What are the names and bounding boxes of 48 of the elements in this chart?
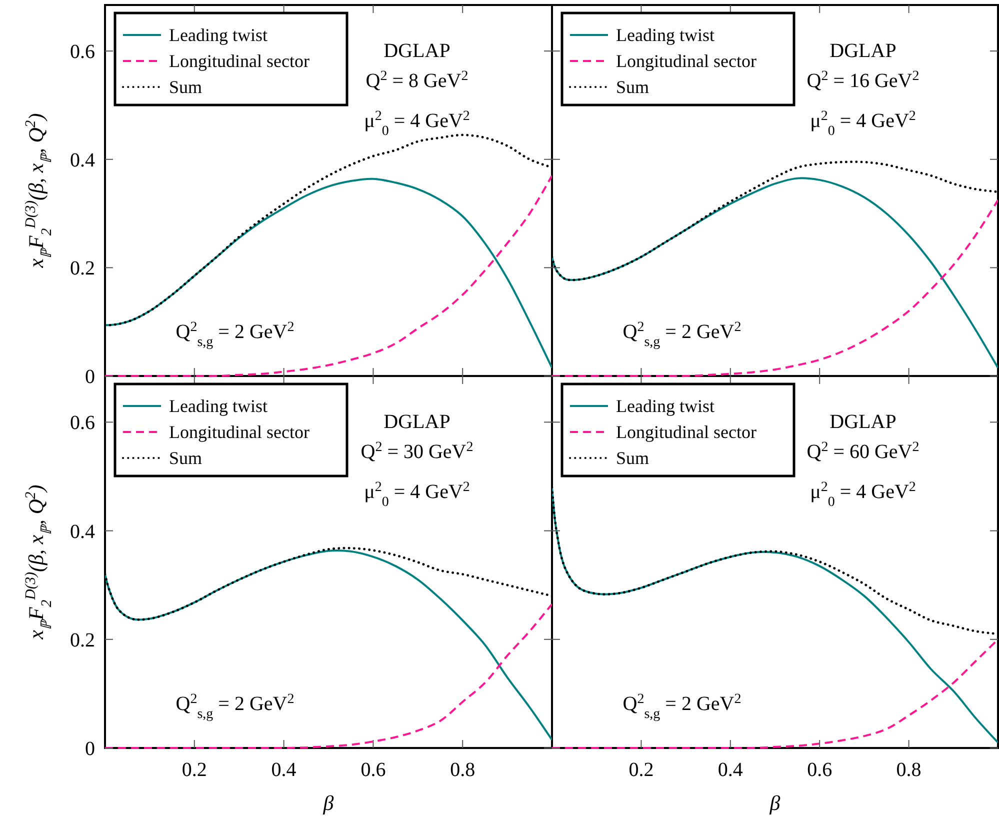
y-tick-label: 0.6: [70, 412, 95, 434]
annotation: Q$^{2}$$_{s,g}$ = 2 GeV$^{2}$: [622, 692, 742, 722]
legend-label: Sum: [169, 448, 202, 468]
line-series: [105, 603, 552, 750]
legend-label: Sum: [169, 77, 202, 97]
x-tick-label: 0.8: [450, 759, 476, 781]
x-tick-label: 0.4: [271, 759, 296, 781]
y-tick-label: 0.2: [70, 258, 95, 280]
x-tick-label: 0.4: [718, 759, 743, 781]
legend-label: Leading twist: [169, 396, 268, 416]
x-axis-title: β: [322, 791, 334, 815]
legend-label: Sum: [616, 77, 650, 97]
annotation: Q$^{2}$ = 8 GeV$^{2}$: [366, 68, 468, 92]
annotation: Q$^{2}$ = 16 GeV$^{2}$: [806, 68, 920, 92]
y-tick-label: 0: [85, 366, 95, 388]
annotation: DGLAP: [384, 411, 450, 433]
line-series: [105, 550, 552, 741]
y-tick-label: 0.4: [70, 149, 95, 172]
legend-label: Longitudinal sector: [169, 51, 310, 71]
legend-label: Longitudinal sector: [616, 422, 756, 442]
annotation: DGLAP: [830, 40, 896, 62]
annotation: μ$^{2}$$_{0}$ = 4 GeV$^{2}$: [810, 480, 916, 510]
annotation: Q$^{2}$$_{s,g}$ = 2 GeV$^{2}$: [176, 320, 294, 350]
legend-label: Longitudinal sector: [616, 51, 756, 71]
legend-label: Leading twist: [616, 396, 714, 416]
y-tick-label: 0.6: [70, 41, 95, 64]
y-tick-label: 0: [85, 738, 95, 760]
annotation: μ$^{2}$$_{0}$ = 4 GeV$^{2}$: [810, 108, 916, 138]
annotation: μ$^{2}$$_{0}$ = 4 GeV$^{2}$: [364, 108, 470, 138]
legend-label: Longitudinal sector: [169, 422, 310, 442]
annotation: Q$^{2}$ = 60 GeV$^{2}$: [806, 440, 920, 463]
annotation: Q$^{2}$ = 30 GeV$^{2}$: [360, 440, 474, 463]
annotation: Q$^{2}$$_{s,g}$ = 2 GeV$^{2}$: [176, 692, 294, 722]
x-tick-label: 0.6: [360, 759, 386, 781]
annotation: μ$^{2}$$_{0}$ = 4 GeV$^{2}$: [364, 480, 470, 510]
x-tick-label: 0.2: [628, 759, 654, 781]
legend-label: Sum: [616, 448, 650, 468]
y-tick-label: 0.2: [70, 629, 95, 652]
x-tick-label: 0.6: [807, 759, 832, 781]
x-tick-label: 0.2: [182, 759, 207, 781]
legend-label: Leading twist: [169, 25, 268, 45]
annotation: DGLAP: [384, 40, 450, 62]
x-axis-title: β: [768, 791, 781, 815]
annotation: Q$^{2}$$_{s,g}$ = 2 GeV$^{2}$: [622, 320, 742, 350]
annotation: DGLAP: [830, 411, 896, 433]
legend-label: Leading twist: [616, 25, 714, 45]
y-tick-label: 0.4: [70, 520, 95, 543]
x-tick-label: 0.8: [896, 759, 922, 781]
